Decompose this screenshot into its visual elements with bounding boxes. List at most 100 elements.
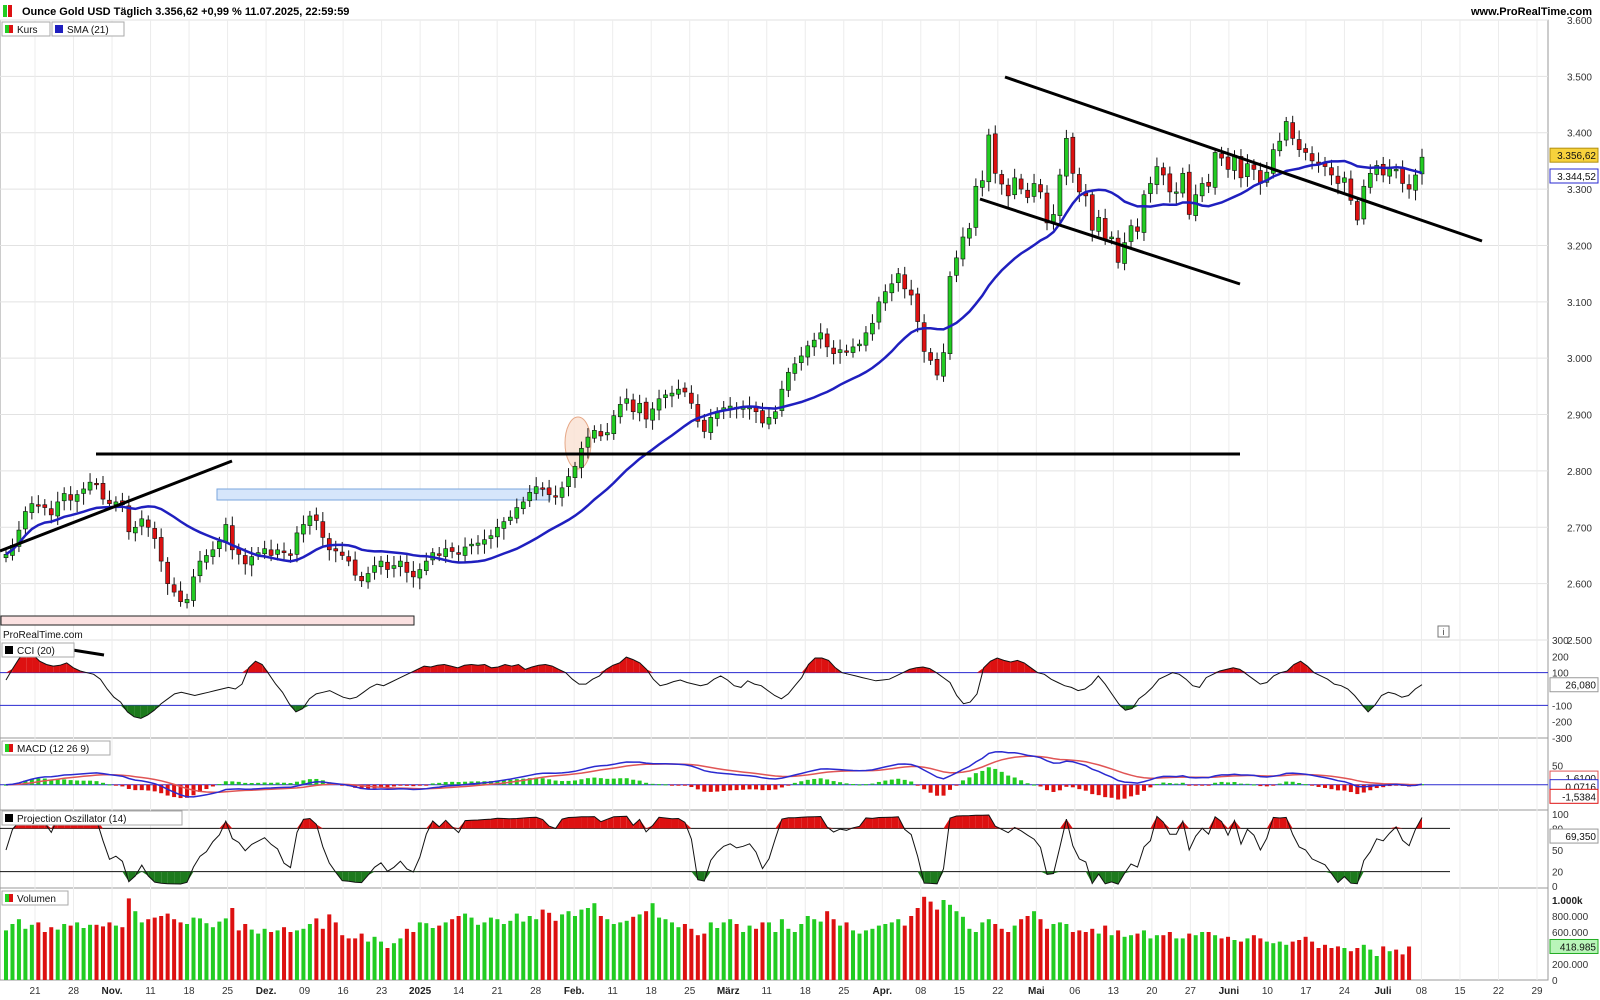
info-icon[interactable]: i [1437, 625, 1450, 638]
volume-bar [728, 919, 733, 980]
volume-bar [243, 924, 248, 980]
macd-histogram-bar [1070, 784, 1075, 788]
volume-bar [928, 901, 933, 980]
volume-bar [495, 919, 500, 980]
price-legend-label: SMA (21) [67, 25, 109, 36]
macd-histogram-bar [592, 777, 597, 785]
macd-histogram-bar [256, 782, 261, 785]
cci-line [5, 651, 1423, 719]
volume-bar [294, 930, 299, 980]
candle-body [934, 359, 940, 376]
macd-histogram-bar [902, 779, 907, 785]
candle-body [1018, 178, 1024, 190]
volume-bar [1226, 936, 1231, 980]
macd-histogram-bar [437, 782, 442, 785]
cci-overbought-fill [66, 662, 74, 673]
volume-bar [747, 925, 752, 980]
projection-high-fill [801, 816, 808, 829]
macd-histogram-bar [133, 784, 138, 791]
volume-bar [1251, 935, 1256, 980]
projection-high-fill [982, 814, 989, 829]
volume-bar [1271, 943, 1276, 980]
candle-body [281, 550, 287, 553]
trendline-channel-lower [979, 197, 1241, 286]
candle-body [1393, 169, 1399, 172]
candle-body [1141, 194, 1147, 233]
cci-oversold-fill [140, 705, 148, 719]
macd-histogram-bar [572, 780, 577, 785]
x-tick-label: 28 [68, 986, 80, 997]
macd-histogram-bar [185, 784, 190, 798]
volume-bar [94, 924, 99, 980]
volume-bar [269, 932, 274, 980]
volume-bar [1245, 938, 1250, 980]
macd-histogram-bar [126, 784, 131, 789]
volume-bar [560, 914, 565, 980]
macd-histogram-bar [1135, 784, 1140, 795]
projection-high-fill [807, 816, 815, 829]
projection-high-fill [568, 817, 575, 829]
x-tick-label: 06 [1069, 986, 1081, 997]
macd-histogram-bar [1226, 782, 1231, 785]
projection-low-fill [930, 871, 938, 884]
volume-bar [1129, 935, 1134, 980]
macd-histogram-bar [844, 783, 849, 785]
macd-histogram-bar [282, 782, 287, 785]
candle-body [1290, 122, 1295, 139]
candle-body [1115, 237, 1121, 263]
macd-hist-badge-box [1549, 788, 1599, 804]
macd-histogram-bar [275, 782, 280, 785]
cci-overbought-fill [437, 664, 445, 673]
volume-bar [320, 928, 325, 980]
volume-bar [1025, 916, 1030, 980]
macd-histogram-bar [870, 783, 875, 785]
cci-overbought-fill [531, 665, 539, 673]
candle-body [346, 556, 351, 562]
candle-body [391, 565, 397, 569]
candle-body [592, 430, 597, 439]
candles-layer [3, 115, 1425, 609]
macd-histogram-bar [1277, 783, 1282, 785]
projection-high-fill [510, 818, 517, 829]
candle-body [1283, 121, 1289, 141]
macd-histogram-bar [1374, 784, 1379, 789]
price-tick-label: 3.100 [1567, 298, 1592, 309]
projection-high-fill [471, 820, 478, 829]
projection-high-fill [1176, 821, 1183, 829]
candle-body [398, 560, 403, 568]
candle-body [1355, 201, 1360, 221]
macd-indicator: 50 [0, 751, 1564, 800]
projection-high-fill [1156, 816, 1164, 829]
projection-low-fill [174, 871, 181, 885]
site-url[interactable]: www.ProRealTime.com [1470, 6, 1592, 18]
cci-overbought-fill [12, 657, 20, 673]
projection-low-fill [1040, 871, 1047, 875]
projection-high-fill [1279, 817, 1287, 829]
projection-high-fill [516, 818, 524, 829]
projection-low-fill [937, 871, 944, 884]
volume-bar [159, 916, 164, 980]
macd-histogram-bar [715, 784, 720, 792]
cci-overbought-fill [1017, 660, 1025, 673]
cci-oversold-fill [134, 705, 141, 719]
volume-bar [1051, 924, 1056, 980]
projection-low-fill [329, 871, 336, 873]
volume-bar [1193, 935, 1198, 980]
candle-body [786, 371, 791, 391]
macd-histogram-bar [288, 783, 293, 785]
candle-body [61, 493, 67, 502]
volume-bar [1038, 919, 1043, 980]
projection-low-fill [122, 871, 129, 882]
projection-high-fill [620, 816, 627, 829]
value-badges: 3.356,623.344,5226,0801,61000,0716-1,538… [1549, 147, 1599, 954]
volume-bar [637, 914, 642, 980]
volume-bar [766, 922, 771, 980]
price-tick-label: 3.300 [1567, 185, 1592, 196]
candle-body [624, 398, 630, 404]
cci-overbought-fill [504, 664, 512, 673]
candle-body [863, 332, 869, 346]
volume-bar [49, 927, 54, 980]
volume-bar [527, 916, 532, 980]
volume-bar [1258, 938, 1263, 980]
candle-body [482, 539, 487, 545]
